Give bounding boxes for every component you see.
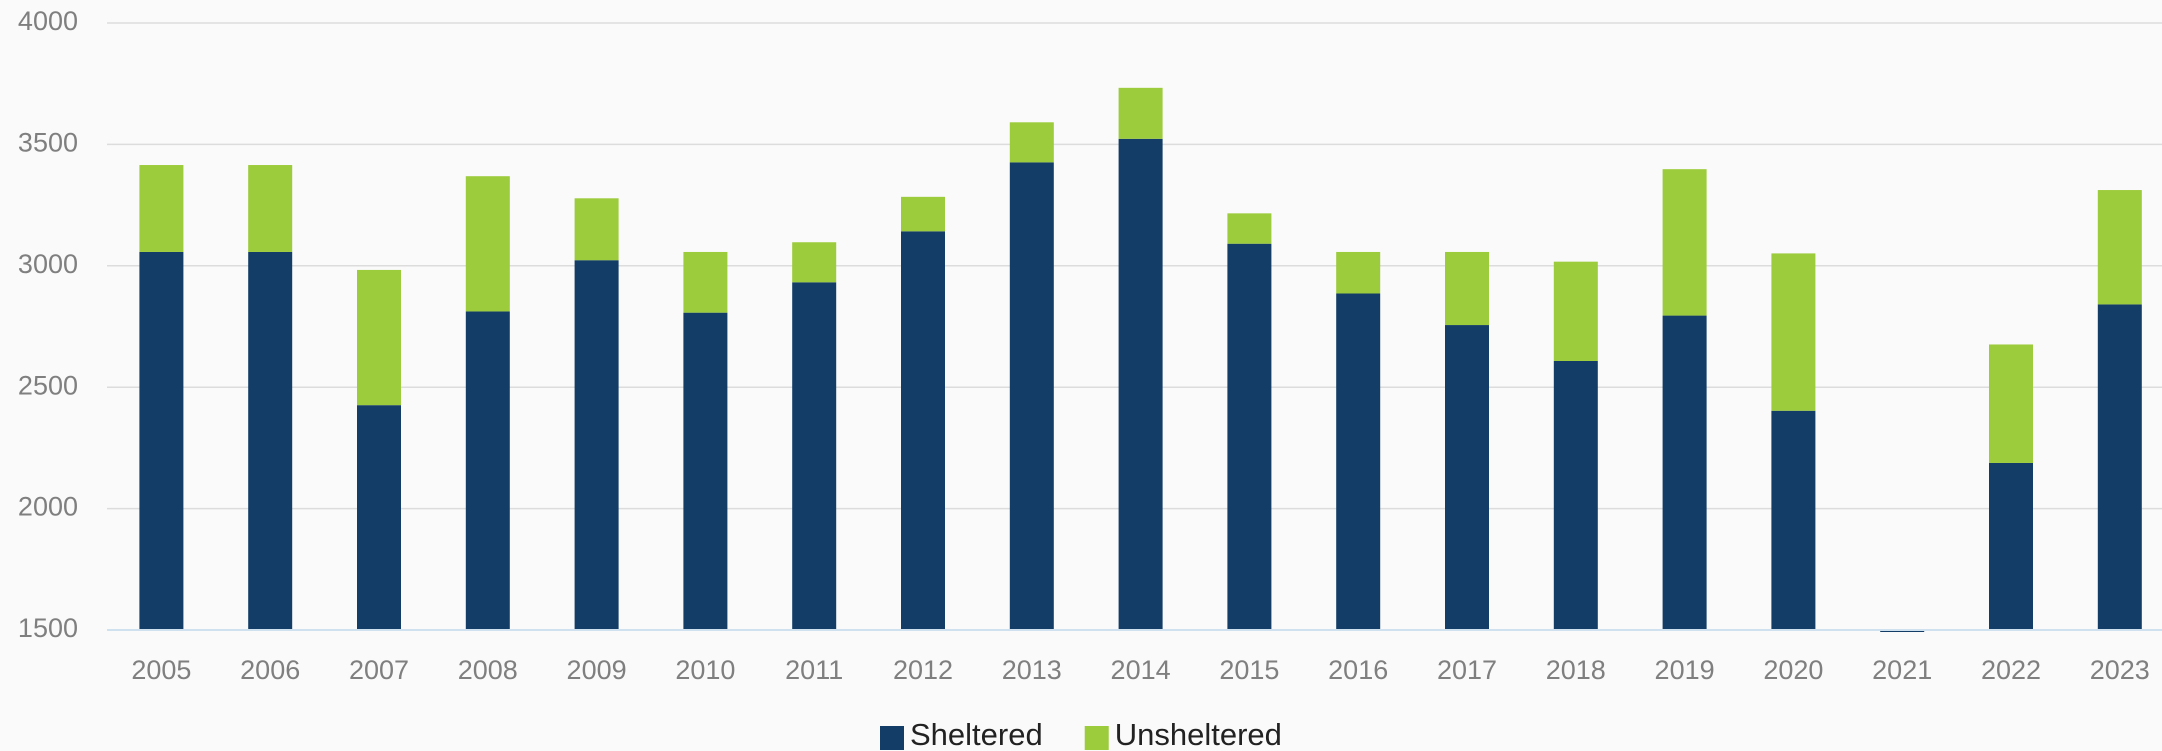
bar-segment — [1445, 251, 1489, 326]
x-tick-label: 2022 — [1981, 655, 2041, 685]
bar-segment — [1989, 344, 2033, 463]
bar-segment — [1445, 325, 1489, 630]
bar-segment — [1227, 243, 1272, 630]
bar-segment — [1336, 293, 1381, 630]
bar-segment — [357, 405, 401, 630]
x-tick-label: 2006 — [240, 655, 300, 685]
x-tick-label: 2019 — [1655, 655, 1715, 685]
legend-swatch — [1084, 726, 1109, 750]
x-tick-label: 2015 — [1219, 655, 1279, 685]
x-tick-label: 2007 — [349, 655, 409, 685]
x-tick-label: 2012 — [893, 655, 953, 685]
bar-segment — [2097, 190, 2142, 305]
bar-segment — [465, 176, 510, 312]
x-tick-label: 2009 — [567, 655, 627, 685]
x-tick-label: 2021 — [1872, 655, 1932, 685]
y-tick-label: 3500 — [18, 128, 78, 158]
y-tick-label: 2000 — [18, 492, 78, 522]
bar-segment — [792, 282, 837, 630]
x-tick-label: 2017 — [1437, 655, 1497, 685]
y-tick-label: 2500 — [18, 370, 78, 400]
x-tick-label: 2008 — [458, 655, 518, 685]
x-tick-label: 2011 — [785, 655, 843, 685]
legend-swatch — [880, 726, 904, 750]
bar-segment — [1771, 410, 1816, 630]
x-tick-label: 2013 — [1002, 655, 1062, 685]
bar-segment — [2097, 304, 2142, 630]
y-tick-label: 1500 — [18, 613, 78, 643]
bar-segment — [683, 312, 728, 630]
y-tick-label: 4000 — [18, 6, 78, 36]
bar-segment — [683, 251, 728, 313]
x-tick-label: 2016 — [1328, 655, 1388, 685]
x-tick-label: 2023 — [2090, 655, 2150, 685]
bar-segment — [1009, 122, 1054, 163]
bar-segment — [357, 269, 401, 406]
bar-segment — [1662, 169, 1707, 316]
x-tick-label: 2014 — [1111, 655, 1171, 685]
bar-segment — [1227, 213, 1272, 244]
x-tick-label: 2005 — [131, 655, 191, 685]
bar-segment — [1771, 253, 1816, 411]
x-tick-label: 2010 — [675, 655, 735, 685]
bar-segment — [1336, 251, 1381, 294]
bar-segment — [248, 165, 293, 252]
y-tick-label: 3000 — [18, 249, 78, 279]
x-tick-label: 2018 — [1546, 655, 1606, 685]
bar-segment — [248, 251, 293, 631]
bar-segment — [1009, 162, 1054, 631]
bar-segment — [1118, 87, 1163, 139]
bar-segment — [901, 231, 945, 631]
legend-label: Sheltered — [910, 717, 1043, 751]
legend-label: Unsheltered — [1115, 717, 1282, 751]
bar-segment — [139, 165, 184, 252]
bar-segment — [1662, 315, 1707, 630]
bar-segment — [1989, 462, 2033, 630]
bar-segment — [1118, 138, 1163, 630]
bar-segment — [574, 198, 619, 261]
bar-segment — [1553, 261, 1598, 361]
bar-segment — [574, 260, 619, 630]
bar-segment — [465, 311, 510, 630]
bar-segment — [901, 196, 945, 232]
x-tick-label: 2020 — [1763, 655, 1823, 685]
bar-segment — [1553, 360, 1598, 630]
bar-segment — [792, 242, 837, 283]
bar-segment — [139, 251, 184, 631]
